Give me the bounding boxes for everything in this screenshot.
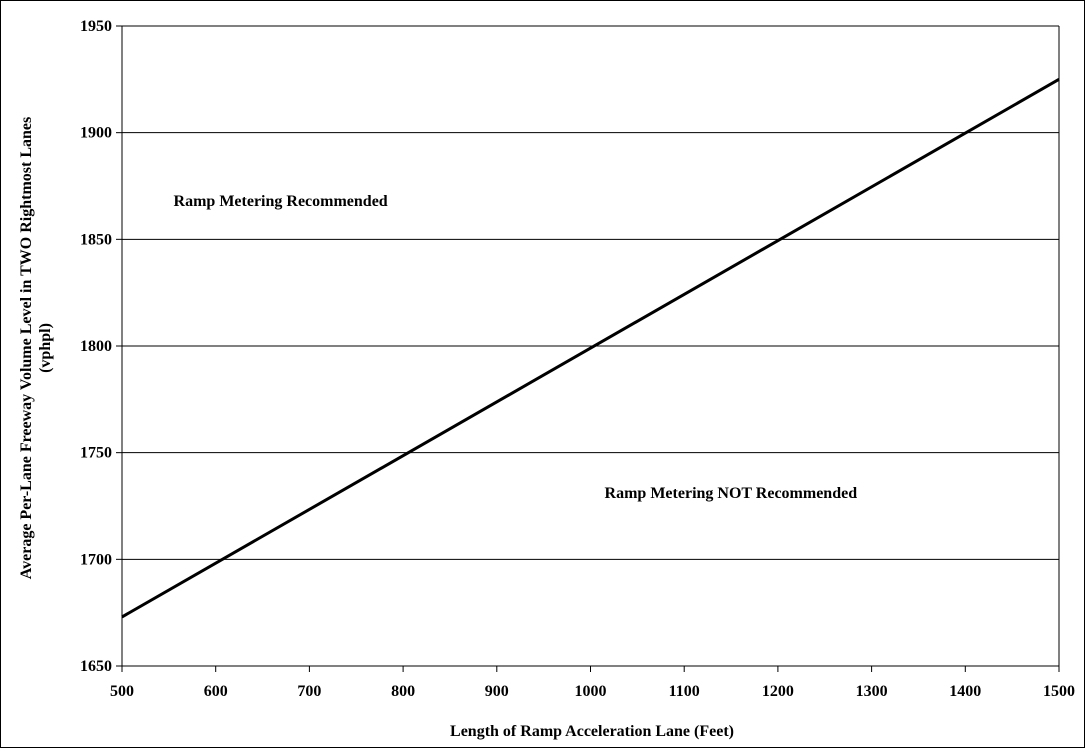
series-lines [121, 78, 1060, 619]
x-tick-labels: 500 600 700 800 900 1000 1100 1200 1300 1400 1500 [110, 683, 1075, 700]
x-tick-label-800: 800 [391, 683, 415, 700]
x-tick-label-1400: 1400 [949, 683, 981, 700]
y-tick-label-1850: 1850 [80, 231, 112, 248]
annotation-0: Ramp Metering Recommended [174, 193, 388, 210]
x-tick-label-600: 600 [204, 683, 228, 700]
series-line-0 [121, 78, 1060, 619]
x-tick-label-1200: 1200 [762, 683, 794, 700]
y-tick-label-1800: 1800 [80, 338, 112, 355]
x-tick-label-900: 900 [485, 683, 509, 700]
axes [116, 25, 1060, 672]
y-tick-label-1900: 1900 [80, 125, 112, 142]
y-tick-label-1650: 1650 [80, 658, 112, 675]
annotations: Ramp Metering Recommended Ramp Metering N… [174, 193, 858, 502]
x-tick-label-1500: 1500 [1043, 683, 1075, 700]
y-axis-label-units: (vphpl) [37, 323, 54, 373]
x-axis-label: Length of Ramp Acceleration Lane (Feet) [450, 723, 734, 740]
x-tick-label-1300: 1300 [856, 683, 888, 700]
y-tick-label-1700: 1700 [80, 551, 112, 568]
y-tick-labels: 1650 1700 1750 1800 1850 1900 1950 [80, 18, 112, 675]
y-tick-label-1750: 1750 [80, 445, 112, 462]
annotation-1: Ramp Metering NOT Recommended [605, 485, 858, 502]
gridlines [122, 25, 1059, 560]
y-tick-label-1950: 1950 [80, 18, 112, 35]
x-tick-label-1100: 1100 [669, 683, 700, 700]
x-tick-label-700: 700 [297, 683, 321, 700]
x-tick-label-1000: 1000 [575, 683, 607, 700]
x-tick-label-500: 500 [110, 683, 134, 700]
y-axis-label: Average Per-Lane Freeway Volume Level in… [18, 117, 35, 579]
